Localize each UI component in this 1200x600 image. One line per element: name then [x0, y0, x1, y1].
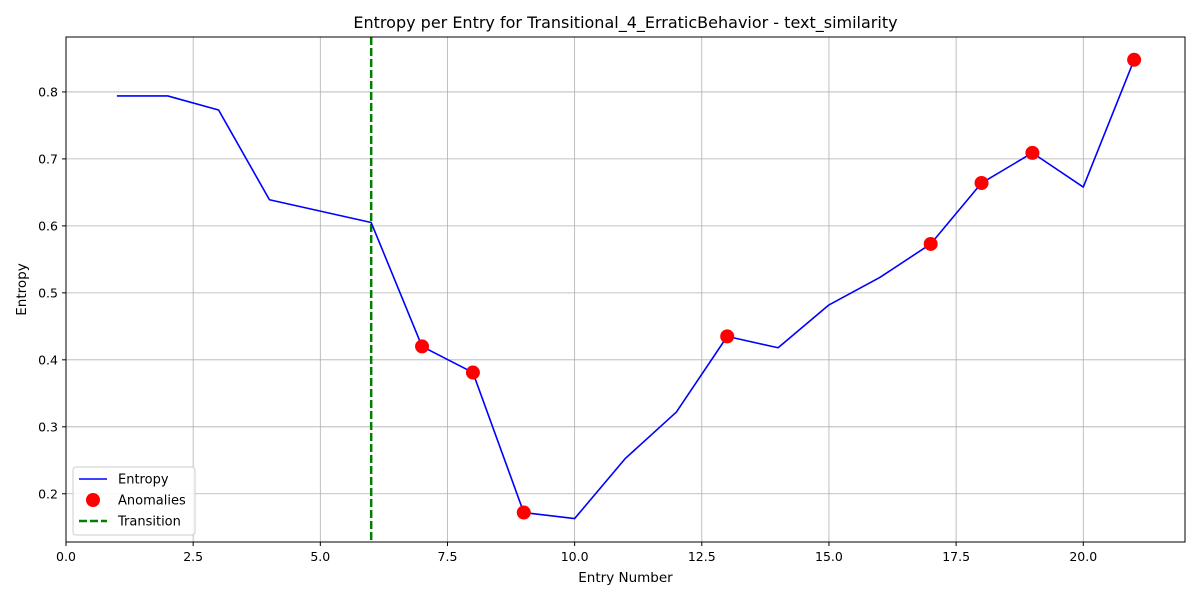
entropy-line — [116, 59, 1135, 520]
x-tick-label: 7.5 — [438, 549, 458, 564]
legend-anomalies-swatch — [86, 493, 100, 507]
y-tick-label: 0.6 — [38, 218, 58, 233]
y-tick-label: 0.8 — [38, 84, 58, 99]
y-tick-label: 0.2 — [38, 486, 58, 501]
y-tick-label: 0.3 — [38, 419, 58, 434]
series — [116, 37, 1142, 542]
anomaly-point — [465, 365, 480, 380]
x-tick-label: 12.5 — [688, 549, 716, 564]
anomaly-point — [720, 329, 735, 344]
x-tick-label: 17.5 — [942, 549, 970, 564]
anomaly-point — [923, 236, 938, 251]
x-tick-label: 20.0 — [1069, 549, 1097, 564]
x-tick-label: 10.0 — [561, 549, 589, 564]
legend: Entropy Anomalies Transition — [72, 466, 196, 536]
anomaly-point — [415, 339, 430, 354]
legend-box — [72, 466, 196, 536]
x-tick-label: 2.5 — [183, 549, 203, 564]
x-axis-label: Entry Number — [578, 570, 673, 586]
grid — [65, 37, 1185, 542]
y-tick-label: 0.7 — [38, 151, 58, 166]
y-tick-label: 0.5 — [38, 285, 58, 300]
plot-frame — [65, 36, 1186, 543]
x-tick-label: 15.0 — [815, 549, 843, 564]
anomaly-point — [974, 176, 989, 191]
legend-label: Anomalies — [118, 494, 186, 509]
anomaly-point — [516, 505, 531, 520]
x-tick-label: 5.0 — [310, 549, 330, 564]
y-tick-label: 0.4 — [38, 352, 58, 367]
legend-label: Entropy — [118, 473, 169, 488]
chart-title: Entropy per Entry for Transitional_4_Err… — [353, 13, 897, 33]
x-tick-label: 0.0 — [56, 549, 76, 564]
y-axis-label: Entropy — [14, 263, 30, 315]
y-axis-ticks: 0.2 0.3 0.4 0.5 0.6 0.7 0.8 — [38, 84, 66, 501]
legend-label: Transition — [117, 515, 181, 530]
x-axis-ticks: 0.0 2.5 5.0 7.5 10.0 12.5 15.0 17.5 20.0 — [56, 542, 1097, 564]
anomaly-point — [1025, 145, 1040, 160]
anomaly-point — [1127, 52, 1142, 67]
